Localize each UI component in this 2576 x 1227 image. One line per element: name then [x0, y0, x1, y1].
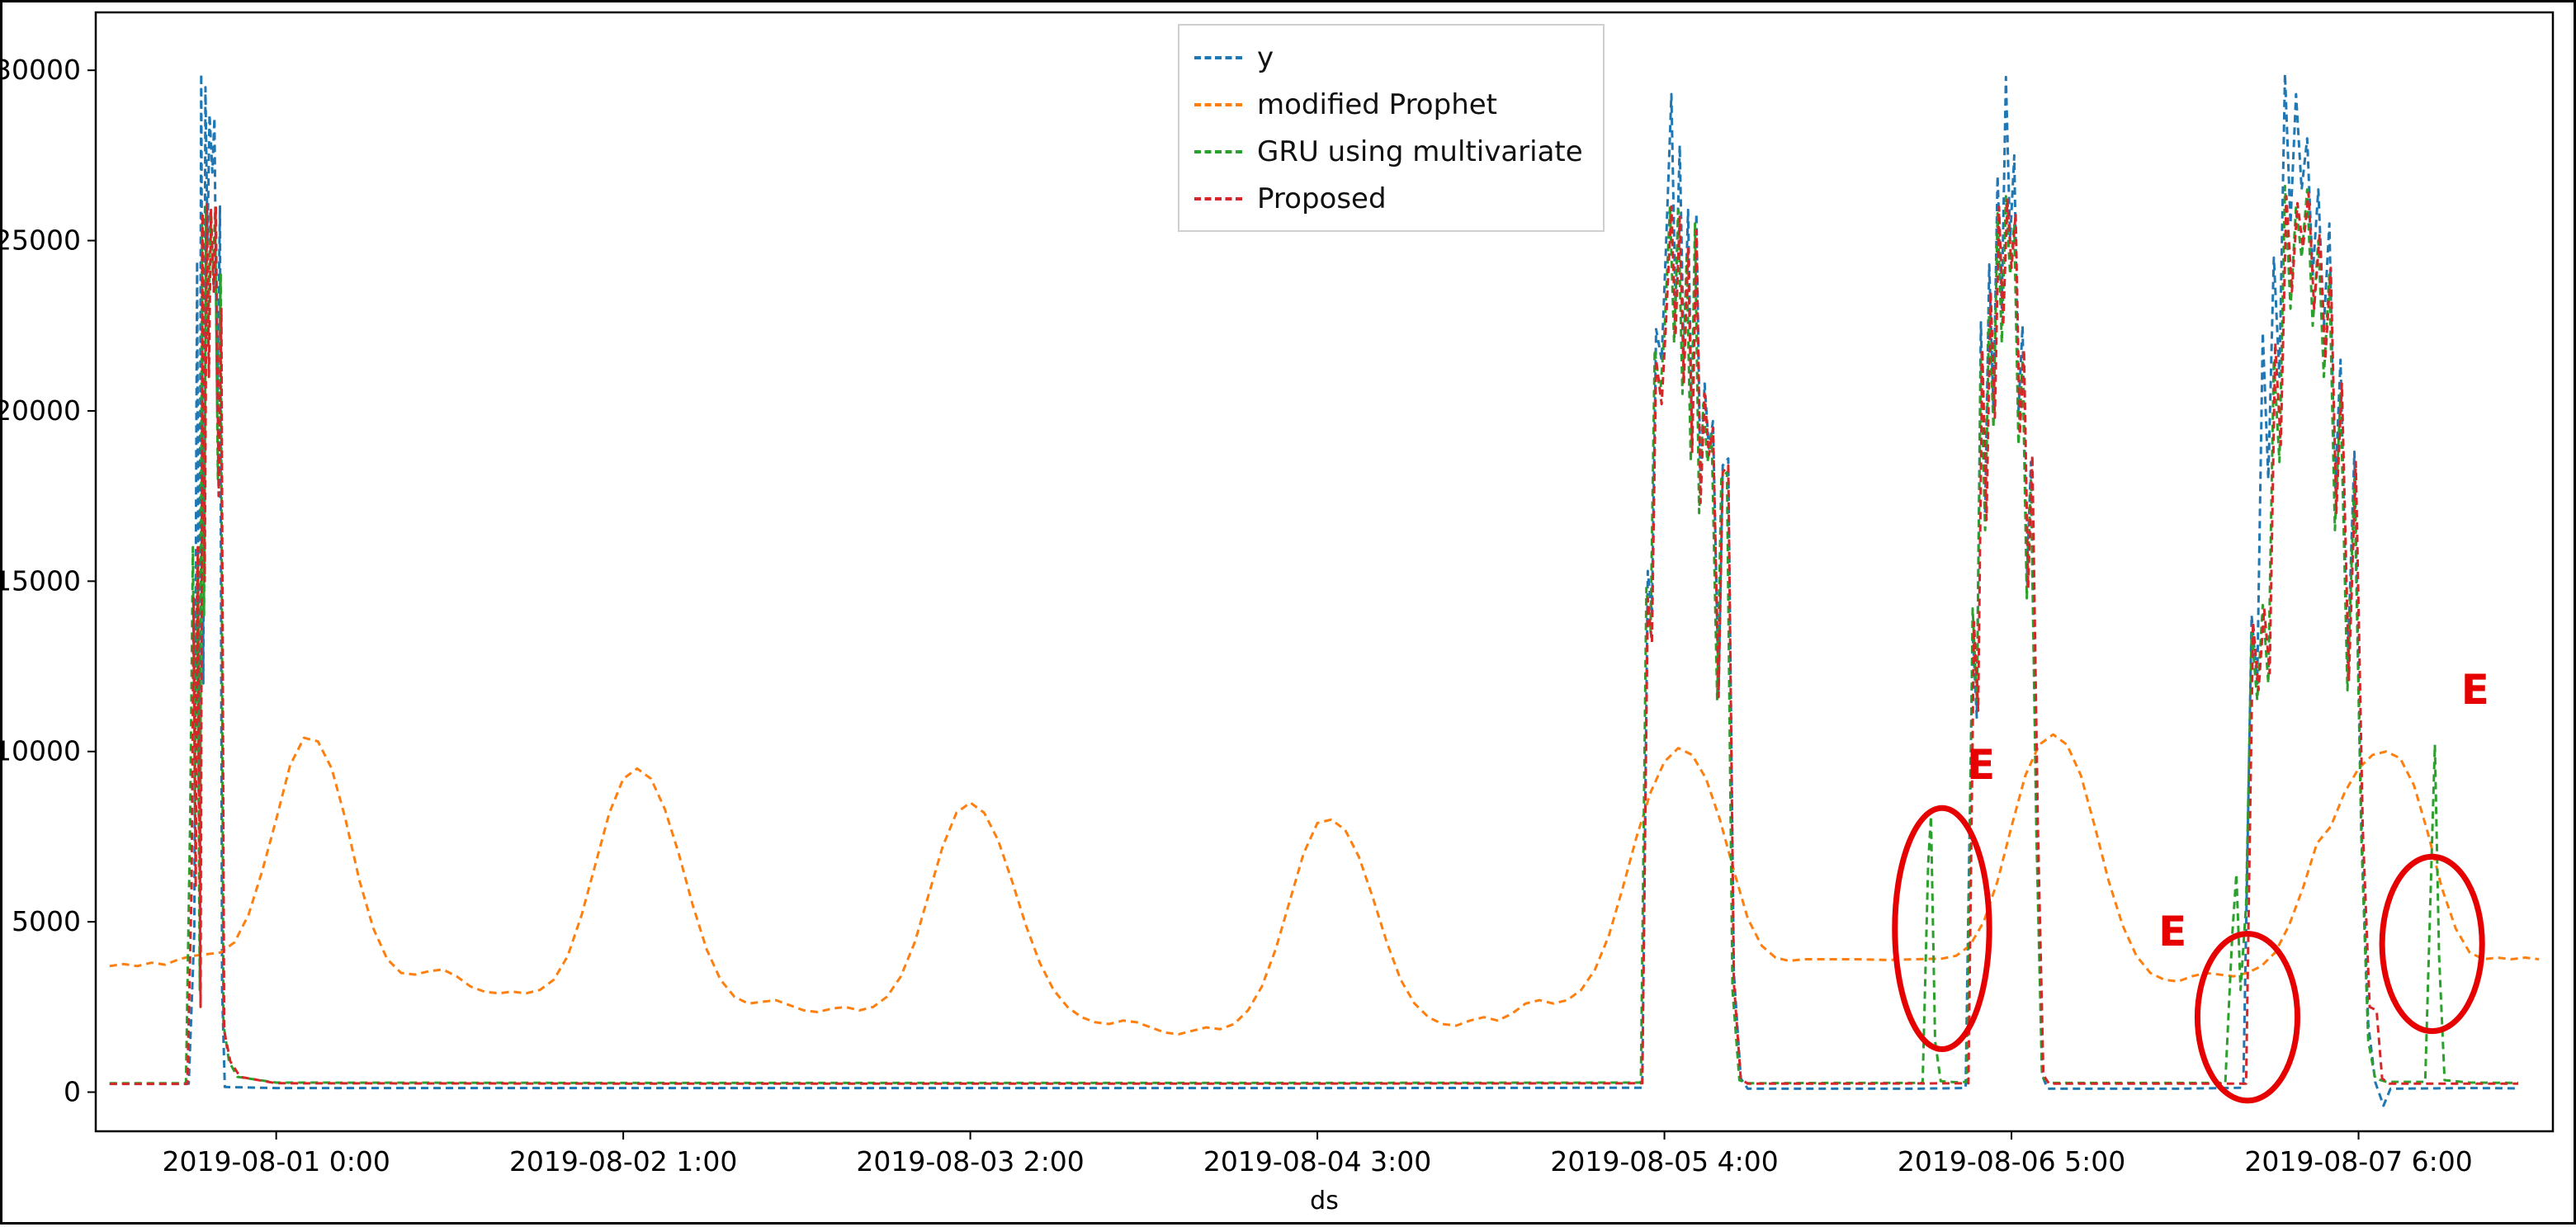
annotation-label: E	[1967, 741, 1995, 789]
series-line-y	[109, 72, 2519, 1107]
legend-label-gru: GRU using multivariate	[1257, 134, 1583, 168]
y-tick-label: 30000	[2, 54, 81, 86]
series-line-proposed	[109, 191, 2518, 1086]
legend-item-modified-prophet: modified Prophet	[1194, 81, 1583, 128]
y-tick-label: 5000	[12, 905, 81, 937]
legend-item-gru: GRU using multivariate	[1194, 128, 1583, 175]
y-tick-label: 0	[64, 1076, 81, 1108]
legend-line-swatch-green	[1194, 149, 1242, 153]
y-tick-label: 20000	[2, 394, 81, 427]
legend-item-proposed: Proposed	[1194, 175, 1583, 222]
y-tick-label: 15000	[2, 564, 81, 597]
legend-label-proposed: Proposed	[1257, 182, 1387, 215]
x-tick-label: 2019-08-07 6:00	[2244, 1145, 2472, 1177]
chart-legend: y modified Prophet GRU using multivariat…	[1178, 24, 1605, 232]
legend-line-swatch-blue	[1194, 55, 1242, 59]
annotation-ellipse	[1892, 805, 1992, 1053]
legend-line-swatch-red	[1194, 196, 1242, 201]
x-tick-label: 2019-08-06 5:00	[1898, 1145, 2125, 1177]
x-tick-label: 2019-08-03 2:00	[856, 1145, 1084, 1177]
y-tick-label: 25000	[2, 224, 81, 257]
legend-label-y: y	[1257, 40, 1274, 74]
legend-line-swatch-orange	[1194, 102, 1242, 106]
x-tick-label: 2019-08-02 1:00	[509, 1145, 737, 1177]
annotation-ellipse	[2194, 931, 2301, 1104]
annotation-label: E	[2158, 908, 2186, 956]
x-tick-label: 2019-08-05 4:00	[1550, 1145, 1778, 1177]
series-line-modified-prophet	[109, 733, 2540, 1036]
x-axis-title: ds	[1310, 1187, 1339, 1215]
x-tick-label: 2019-08-01 0:00	[162, 1145, 390, 1177]
series-line-gru-using-multivariate	[109, 185, 2519, 1085]
annotation-label: E	[2461, 666, 2489, 714]
legend-item-y: y	[1194, 34, 1583, 81]
x-tick-label: 2019-08-04 3:00	[1203, 1145, 1431, 1177]
y-tick-label: 10000	[2, 735, 81, 767]
annotation-ellipse	[2379, 853, 2485, 1035]
legend-label-modified-prophet: modified Prophet	[1257, 87, 1497, 121]
plot-border	[94, 11, 2555, 1133]
